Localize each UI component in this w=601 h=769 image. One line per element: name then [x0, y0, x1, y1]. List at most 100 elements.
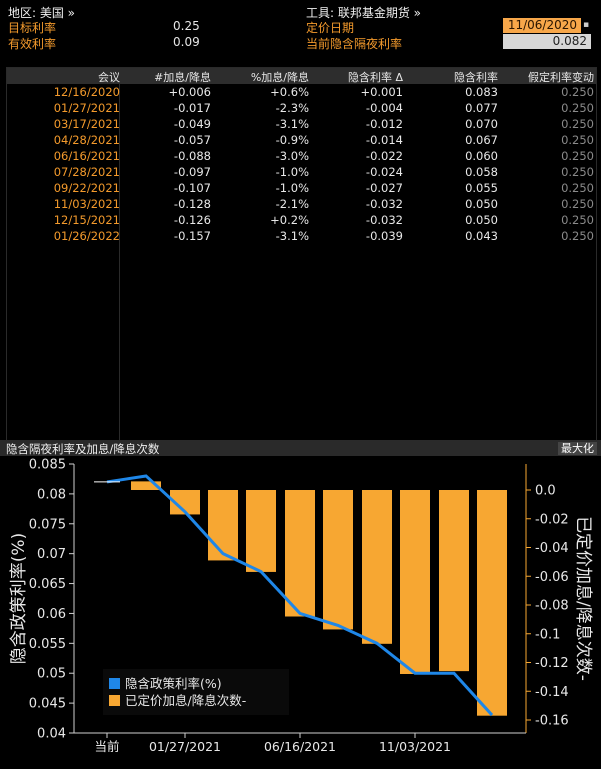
- pricing-date-label: 定价日期: [306, 21, 355, 35]
- region-selector[interactable]: 地区: 美国 »: [8, 6, 76, 20]
- instrument-selector[interactable]: 工具: 联邦基金期货 »: [306, 6, 422, 20]
- table-cell: 0.250: [561, 165, 594, 179]
- x-axis-tick-label: 01/27/2021: [149, 739, 221, 754]
- table-cell: 0.250: [561, 181, 594, 195]
- table-cell: 01/26/2022: [53, 229, 120, 243]
- bar: [285, 490, 315, 617]
- bar: [323, 490, 353, 630]
- table-row[interactable]: 03/17/2021 -0.049 -3.1% -0.012 0.070 0.250: [7, 116, 596, 132]
- right-axis-title: 已定价加息/降息次数-: [573, 516, 593, 681]
- col-hikes-pct[interactable]: %加息/降息: [250, 71, 309, 84]
- table-cell: 0.077: [465, 101, 498, 115]
- bar: [362, 490, 392, 644]
- table-cell: -1.0%: [275, 165, 309, 179]
- left-axis-tick-label: 0.075: [29, 517, 66, 532]
- table-row[interactable]: 01/27/2021 -0.017 -2.3% -0.004 0.077 0.250: [7, 100, 596, 116]
- table-cell: -0.157: [173, 229, 211, 243]
- legend-box: [103, 669, 289, 715]
- table-cell: -1.0%: [275, 181, 309, 195]
- effective-rate-label: 有效利率: [8, 37, 57, 51]
- right-axis-tick-label: -0.1: [535, 627, 560, 642]
- table-cell: +0.6%: [270, 85, 309, 99]
- chart-section-title: 隐含隔夜利率及加息/降息次数: [6, 442, 160, 456]
- rate-chart: 0.04 0.045 0.05 0.055 0.06 0.065 0.07 0.075 0.08…: [9, 458, 593, 755]
- col-meeting[interactable]: 会议: [98, 71, 120, 84]
- table-cell: 0.250: [561, 213, 594, 227]
- table-cell: -0.039: [365, 229, 403, 243]
- target-rate-value: 0.25: [173, 19, 200, 33]
- table-cell: 0.050: [465, 197, 498, 211]
- table-cell: 0.060: [465, 149, 498, 163]
- table-cell: -3.1%: [275, 229, 309, 243]
- maximize-button[interactable]: 最大化: [558, 442, 597, 455]
- table-cell: 12/15/2021: [53, 213, 120, 227]
- table-row[interactable]: 07/28/2021 -0.097 -1.0% -0.024 0.058 0.250: [7, 164, 596, 180]
- table-row[interactable]: 06/16/2021 -0.088 -3.0% -0.022 0.060 0.250: [7, 148, 596, 164]
- table-header: 会议 #加息/降息 %加息/降息 隐含利率 Δ 隐含利率 假定利率变动: [7, 68, 596, 84]
- table-cell: 09/22/2021: [53, 181, 120, 195]
- left-axis-tick-label: 0.07: [37, 547, 66, 562]
- implied-rate-label: 当前隐含隔夜利率: [306, 37, 403, 51]
- bar: [131, 481, 161, 490]
- col-hikes-count[interactable]: #加息/降息: [154, 71, 211, 84]
- table-cell: 03/17/2021: [53, 117, 120, 131]
- table-cell: -0.049: [173, 117, 211, 131]
- table-cell: 0.250: [561, 117, 594, 131]
- bar: [246, 490, 276, 572]
- table-cell: 01/27/2021: [53, 101, 120, 115]
- table-cell: 0.067: [465, 133, 498, 147]
- date-dropdown-icon[interactable]: ▪: [583, 20, 590, 30]
- table-row[interactable]: 11/03/2021 -0.128 -2.1% -0.032 0.050 0.250: [7, 196, 596, 212]
- left-axis-tick-label: 0.085: [29, 458, 66, 473]
- right-axis-tick-label: -0.16: [535, 714, 569, 729]
- table-cell: -0.097: [173, 165, 211, 179]
- table-cell: -0.088: [173, 149, 211, 163]
- table-row[interactable]: 12/15/2021 -0.126 +0.2% -0.032 0.050 0.250: [7, 212, 596, 228]
- table-cell: -2.1%: [275, 197, 309, 211]
- table-cell: 07/28/2021: [53, 165, 120, 179]
- table-row[interactable]: 04/28/2021 -0.057 -0.9% -0.014 0.067 0.250: [7, 132, 596, 148]
- table-cell: 12/16/2020: [53, 85, 120, 99]
- column-divider: [119, 84, 120, 440]
- table-cell: -0.032: [365, 213, 403, 227]
- table-cell: 0.250: [561, 85, 594, 99]
- x-axis-tick-label: 当前: [94, 739, 119, 754]
- table-cell: -0.017: [173, 101, 211, 115]
- table-row[interactable]: 09/22/2021 -0.107 -1.0% -0.027 0.055 0.250: [7, 180, 596, 196]
- right-axis-tick-label: -0.08: [535, 599, 569, 614]
- table-row[interactable]: 12/16/2020 +0.006 +0.6% +0.001 0.083 0.250: [7, 84, 596, 100]
- table-cell: 0.250: [561, 133, 594, 147]
- table-cell: 0.250: [561, 197, 594, 211]
- left-axis-tick-label: 0.04: [37, 727, 66, 742]
- table-cell: -0.128: [173, 197, 211, 211]
- right-axis-tick-label: 0.0: [535, 484, 556, 499]
- col-implied-rate[interactable]: 隐含利率: [454, 71, 498, 84]
- table-cell: -0.9%: [275, 133, 309, 147]
- table-cell: +0.2%: [270, 213, 309, 227]
- bar: [439, 490, 469, 672]
- table-cell: 0.250: [561, 101, 594, 115]
- table-cell: -2.3%: [275, 101, 309, 115]
- table-cell: -0.022: [365, 149, 403, 163]
- table-cell: 04/28/2021: [53, 133, 120, 147]
- bar: [400, 490, 430, 674]
- table-cell: -0.057: [173, 133, 211, 147]
- col-implied-delta[interactable]: 隐含利率 Δ: [347, 71, 403, 84]
- left-axis-tick-label: 0.055: [29, 637, 66, 652]
- left-axis-tick-label: 0.045: [29, 697, 66, 712]
- bar: [477, 490, 507, 716]
- col-assumed-rate[interactable]: 假定利率变动: [528, 71, 594, 84]
- table-cell: -0.012: [365, 117, 403, 131]
- legend-label-bar: 已定价加息/降息次数-: [125, 693, 246, 708]
- pricing-date-field[interactable]: 11/06/2020: [503, 18, 581, 33]
- table-cell: 0.055: [465, 181, 498, 195]
- table-cell: -0.024: [365, 165, 403, 179]
- left-axis-tick-label: 0.065: [29, 577, 66, 592]
- table-cell: -0.032: [365, 197, 403, 211]
- legend-swatch-line: [109, 678, 120, 689]
- right-axis-tick-label: -0.06: [535, 570, 569, 585]
- table-cell: -0.107: [173, 181, 211, 195]
- table-row[interactable]: 01/26/2022 -0.157 -3.1% -0.039 0.043 0.250: [7, 228, 596, 244]
- chart-section-bar: 隐含隔夜利率及加息/降息次数: [0, 440, 601, 456]
- right-axis-tick-label: -0.14: [535, 685, 569, 700]
